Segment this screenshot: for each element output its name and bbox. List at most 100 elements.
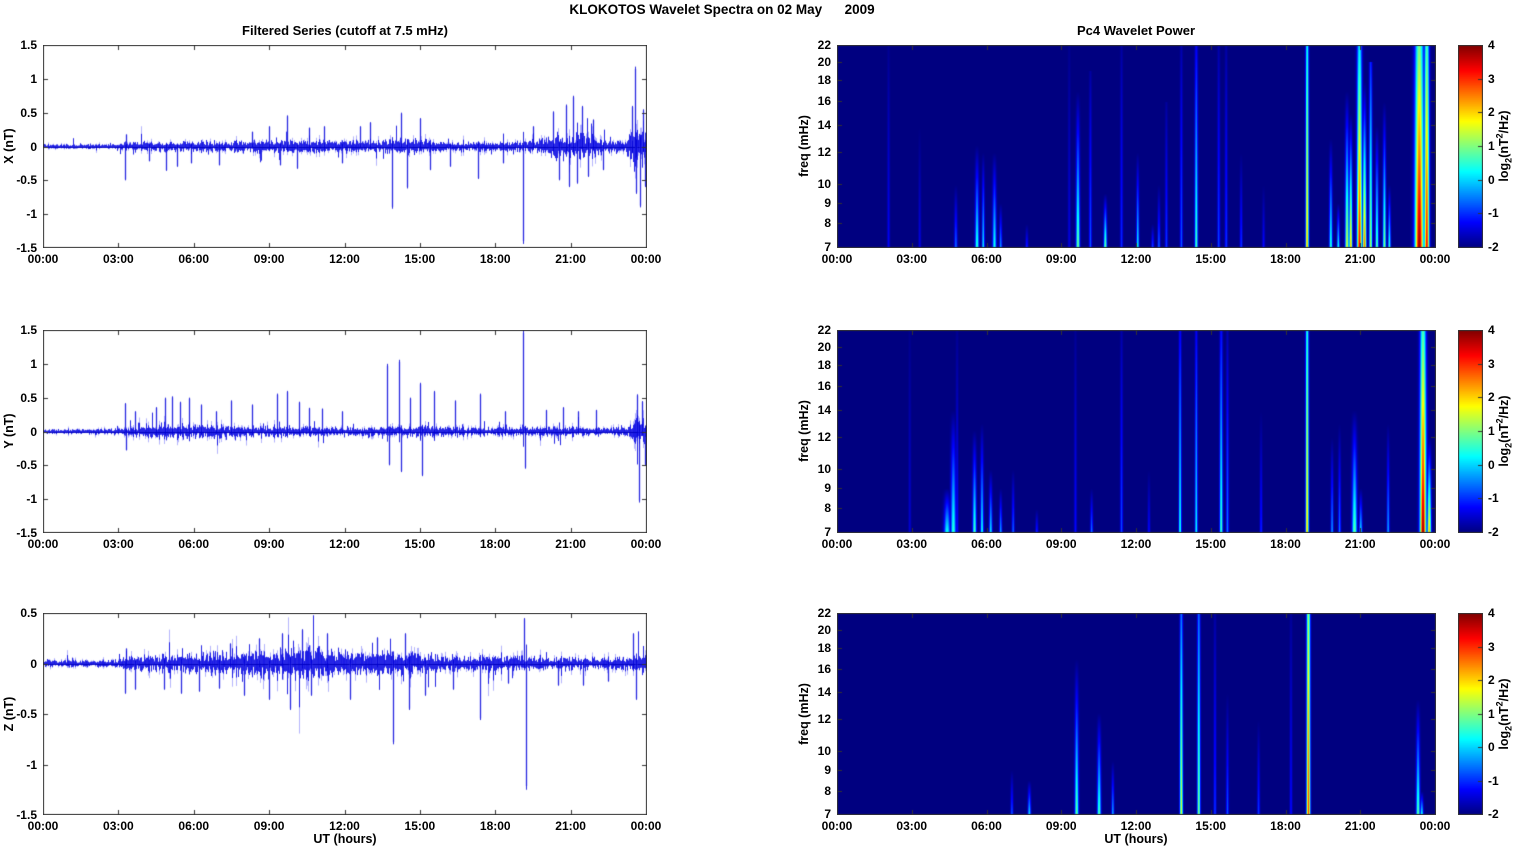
freq-tick-label: 14 bbox=[817, 685, 831, 700]
colorbar-tick-label: 4 bbox=[1488, 38, 1495, 52]
x-tick-label: 00:00 bbox=[630, 252, 662, 266]
colorbar-tick-label: 1 bbox=[1488, 139, 1495, 153]
y-axis-label-y: Y (nT) bbox=[2, 413, 16, 449]
freq-tick-label: 7 bbox=[824, 240, 831, 254]
x-tick-label: 00:00 bbox=[630, 819, 662, 833]
x-tick-label: 12:00 bbox=[1120, 819, 1152, 833]
x-tick-label: 15:00 bbox=[1195, 252, 1227, 266]
x-tick-label: 21:00 bbox=[555, 537, 586, 551]
freq-tick-label: 12 bbox=[817, 429, 831, 444]
x-tick-label: 21:00 bbox=[555, 819, 586, 833]
x-tick-label: 18:00 bbox=[479, 537, 511, 551]
colorbar-label: log2(nT2/Hz) bbox=[1494, 395, 1514, 467]
y-tick-label: 0.5 bbox=[20, 105, 37, 120]
freq-tick-label: 14 bbox=[817, 402, 831, 417]
x-tick-label: 12:00 bbox=[329, 819, 360, 833]
x-tick-label: 06:00 bbox=[971, 537, 1002, 551]
x-tick-label: 06:00 bbox=[178, 819, 210, 833]
colorbar-label: log2(nT2/Hz) bbox=[1494, 110, 1514, 182]
colorbar-tick-label: -1 bbox=[1488, 491, 1499, 506]
x-tick-label: 09:00 bbox=[253, 537, 285, 551]
y-tick-label: -1.5 bbox=[16, 808, 37, 822]
freq-tick-label: 18 bbox=[817, 641, 831, 656]
colorbar-tick-label: -2 bbox=[1488, 240, 1499, 254]
y-tick-label: -1.5 bbox=[16, 241, 37, 255]
x-tick-label: 21:00 bbox=[555, 252, 586, 266]
z-series-canvas bbox=[43, 613, 647, 815]
x-tick-label: 00:00 bbox=[27, 252, 59, 266]
x-tick-label: 00:00 bbox=[1419, 252, 1451, 266]
colorbar-tick-label: 0 bbox=[1488, 740, 1495, 754]
left-column-title: Filtered Series (cutoff at 7.5 mHz) bbox=[242, 23, 448, 38]
colorbar-tick-label: 3 bbox=[1488, 356, 1495, 371]
freq-tick-label: 7 bbox=[824, 525, 831, 539]
freq-tick-label: 16 bbox=[817, 94, 831, 109]
freq-tick-label: 14 bbox=[817, 117, 831, 132]
freq-tick-label: 22 bbox=[817, 323, 831, 337]
x-tick-label: 00:00 bbox=[27, 819, 59, 833]
freq-tick-label: 10 bbox=[817, 177, 831, 192]
freq-tick-label: 20 bbox=[817, 622, 831, 637]
colorbar-tick-label: 2 bbox=[1488, 673, 1495, 687]
freq-tick-label: 12 bbox=[817, 144, 831, 159]
colorbar-tick-label: 2 bbox=[1488, 390, 1495, 405]
freq-tick-label: 16 bbox=[817, 661, 831, 676]
colorbar-tick-label: 0 bbox=[1488, 172, 1495, 187]
colorbar-tick-label: 4 bbox=[1488, 606, 1495, 620]
x-tick-label: 00:00 bbox=[821, 537, 853, 551]
freq-tick-label: 20 bbox=[817, 339, 831, 354]
colorbar-tick-label: 1 bbox=[1488, 424, 1495, 438]
y-tick-label: 1.5 bbox=[20, 38, 37, 52]
colorbar-label: log2(nT2/Hz) bbox=[1494, 678, 1514, 750]
y-tick-label: -1.5 bbox=[16, 526, 37, 540]
freq-tick-label: 8 bbox=[824, 783, 831, 798]
x-tick-label: 06:00 bbox=[971, 252, 1002, 266]
colorbar-tick-label: -2 bbox=[1488, 525, 1499, 539]
y-tick-label: 0 bbox=[30, 424, 37, 439]
x-wavelet-spectrogram-canvas bbox=[837, 45, 1436, 248]
y-tick-label: -0.5 bbox=[16, 458, 37, 473]
freq-tick-label: 7 bbox=[824, 807, 831, 821]
x-tick-label: 09:00 bbox=[1045, 819, 1077, 833]
y-tick-label: -0.5 bbox=[16, 707, 37, 721]
freq-tick-label: 22 bbox=[817, 606, 831, 620]
freq-tick-label: 8 bbox=[824, 501, 831, 516]
x-tick-label: 00:00 bbox=[630, 537, 662, 551]
y-tick-label: 1.5 bbox=[20, 323, 37, 337]
y-tick-label: 0.5 bbox=[20, 390, 37, 405]
x-tick-label: 09:00 bbox=[253, 252, 285, 266]
freq-tick-label: 20 bbox=[817, 54, 831, 69]
colorbar-tick-label: 1 bbox=[1488, 706, 1495, 721]
colorbar-tick-label: 4 bbox=[1488, 323, 1495, 337]
x-tick-label: 12:00 bbox=[329, 537, 360, 551]
colorbar-tick-label: 0 bbox=[1488, 457, 1495, 472]
colorbar-canvas bbox=[1458, 613, 1483, 815]
x-tick-label: 03:00 bbox=[896, 537, 928, 551]
x-axis-label-left: UT (hours) bbox=[313, 832, 377, 846]
x-axis-label-right: UT (hours) bbox=[1104, 832, 1168, 846]
colorbar-tick-label: -1 bbox=[1488, 773, 1499, 788]
y-tick-label: 0 bbox=[30, 139, 37, 154]
colorbar-tick-label: 2 bbox=[1488, 105, 1495, 120]
freq-tick-label: 9 bbox=[824, 195, 831, 210]
right-column-title: Pc4 Wavelet Power bbox=[1076, 23, 1196, 38]
y-tick-label: -1 bbox=[26, 757, 37, 772]
freq-tick-label: 10 bbox=[817, 744, 831, 759]
x-tick-label: 18:00 bbox=[479, 819, 511, 833]
x-tick-label: 12:00 bbox=[1120, 252, 1152, 266]
freq-tick-label: 18 bbox=[817, 73, 831, 88]
y-axis-label-x: X (nT) bbox=[2, 128, 16, 164]
x-tick-label: 15:00 bbox=[404, 819, 436, 833]
y-series-canvas bbox=[43, 330, 647, 533]
freq-tick-label: 18 bbox=[817, 358, 831, 373]
y-tick-label: 0.5 bbox=[20, 606, 37, 620]
y-tick-label: -1 bbox=[26, 492, 37, 507]
colorbar-tick-label: -1 bbox=[1488, 206, 1499, 221]
x-tick-label: 06:00 bbox=[971, 819, 1002, 833]
x-tick-label: 21:00 bbox=[1344, 819, 1376, 833]
colorbar-tick-label: -2 bbox=[1488, 807, 1499, 821]
x-tick-label: 03:00 bbox=[103, 537, 134, 551]
freq-axis-label: freq (mHz) bbox=[797, 115, 811, 177]
y-tick-label: 1 bbox=[30, 71, 37, 86]
